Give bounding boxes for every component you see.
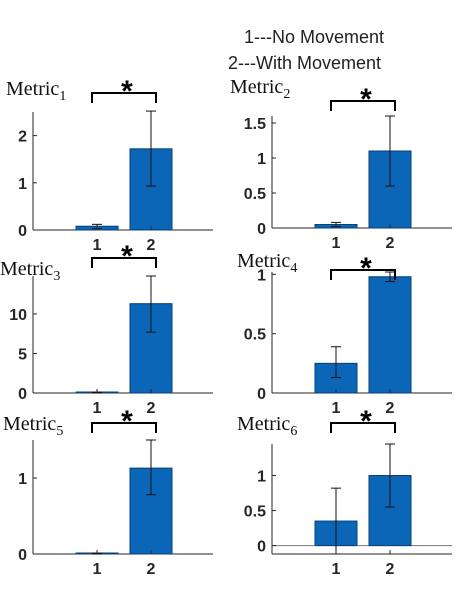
y-tick-label: 1 <box>257 267 266 284</box>
y-tick-label: 0 <box>257 221 266 238</box>
chart-panel-5: Metric5 0 1 1 2 * <box>3 405 213 578</box>
panel-title: Metric1 <box>6 78 66 104</box>
significance-bracket <box>330 269 396 280</box>
x-tick-label: 2 <box>147 561 156 578</box>
y-tick-label: 0.5 <box>244 186 266 203</box>
x-tick-label: 2 <box>147 400 156 417</box>
legend-line-1: 1---No Movement <box>244 27 384 47</box>
y-tick-label: 0.5 <box>244 504 266 521</box>
x-tick-label: 1 <box>93 561 102 578</box>
y-tick-label: 0.5 <box>244 327 266 344</box>
chart-panel-6: Metric6 0 0.5 1 1 2 * <box>237 405 452 578</box>
significance-bracket <box>330 422 396 433</box>
significance-star: * <box>360 252 372 285</box>
panel-title: Metric2 <box>230 76 290 102</box>
chart-panel-2: Metric2 0 0.5 1 1.5 1 2 * <box>230 76 452 252</box>
legend-line-2: 2---With Movement <box>228 53 381 73</box>
chart-panel-3: Metric3 0 5 10 1 2 * <box>0 240 213 417</box>
y-tick-label: 1.5 <box>244 116 266 133</box>
y-tick-label: 0 <box>257 539 266 556</box>
y-tick-label: 1 <box>18 176 27 193</box>
bar-2 <box>368 276 412 394</box>
y-tick-label: 1 <box>18 471 27 488</box>
significance-star: * <box>121 240 133 273</box>
significance-star: * <box>360 83 372 116</box>
panel-title: Metric3 <box>0 258 60 284</box>
x-tick-label: 2 <box>386 561 395 578</box>
y-tick-label: 0 <box>18 547 27 564</box>
panel-title: Metric6 <box>237 413 297 439</box>
significance-star: * <box>121 75 133 108</box>
y-tick-label: 1 <box>257 151 266 168</box>
significance-bracket <box>91 422 157 433</box>
x-tick-label: 1 <box>332 400 341 417</box>
y-tick-label: 0 <box>18 223 27 240</box>
chart-panel-1: Metric1 0 1 2 1 2 * <box>6 75 213 254</box>
x-tick-label: 1 <box>332 235 341 252</box>
x-tick-label: 1 <box>332 561 341 578</box>
significance-star: * <box>360 405 372 438</box>
significance-star: * <box>121 405 133 438</box>
x-tick-label: 1 <box>93 400 102 417</box>
y-tick-label: 0 <box>18 386 27 403</box>
x-tick-label: 2 <box>147 237 156 254</box>
x-tick-label: 2 <box>386 235 395 252</box>
y-tick-label: 1 <box>257 469 266 486</box>
x-tick-label: 1 <box>93 237 102 254</box>
chart-panel-4: Metric4 0 0.5 1 1 2 * <box>237 250 452 417</box>
panel-title: Metric4 <box>237 250 297 276</box>
significance-bracket <box>91 92 157 103</box>
y-tick-label: 2 <box>18 129 27 146</box>
significance-bracket <box>330 100 396 111</box>
y-tick-label: 0 <box>257 386 266 403</box>
y-tick-label: 5 <box>18 346 27 363</box>
y-tick-label: 10 <box>9 307 27 324</box>
panel-title: Metric5 <box>3 413 63 439</box>
x-tick-label: 2 <box>386 400 395 417</box>
significance-bracket <box>91 257 157 268</box>
